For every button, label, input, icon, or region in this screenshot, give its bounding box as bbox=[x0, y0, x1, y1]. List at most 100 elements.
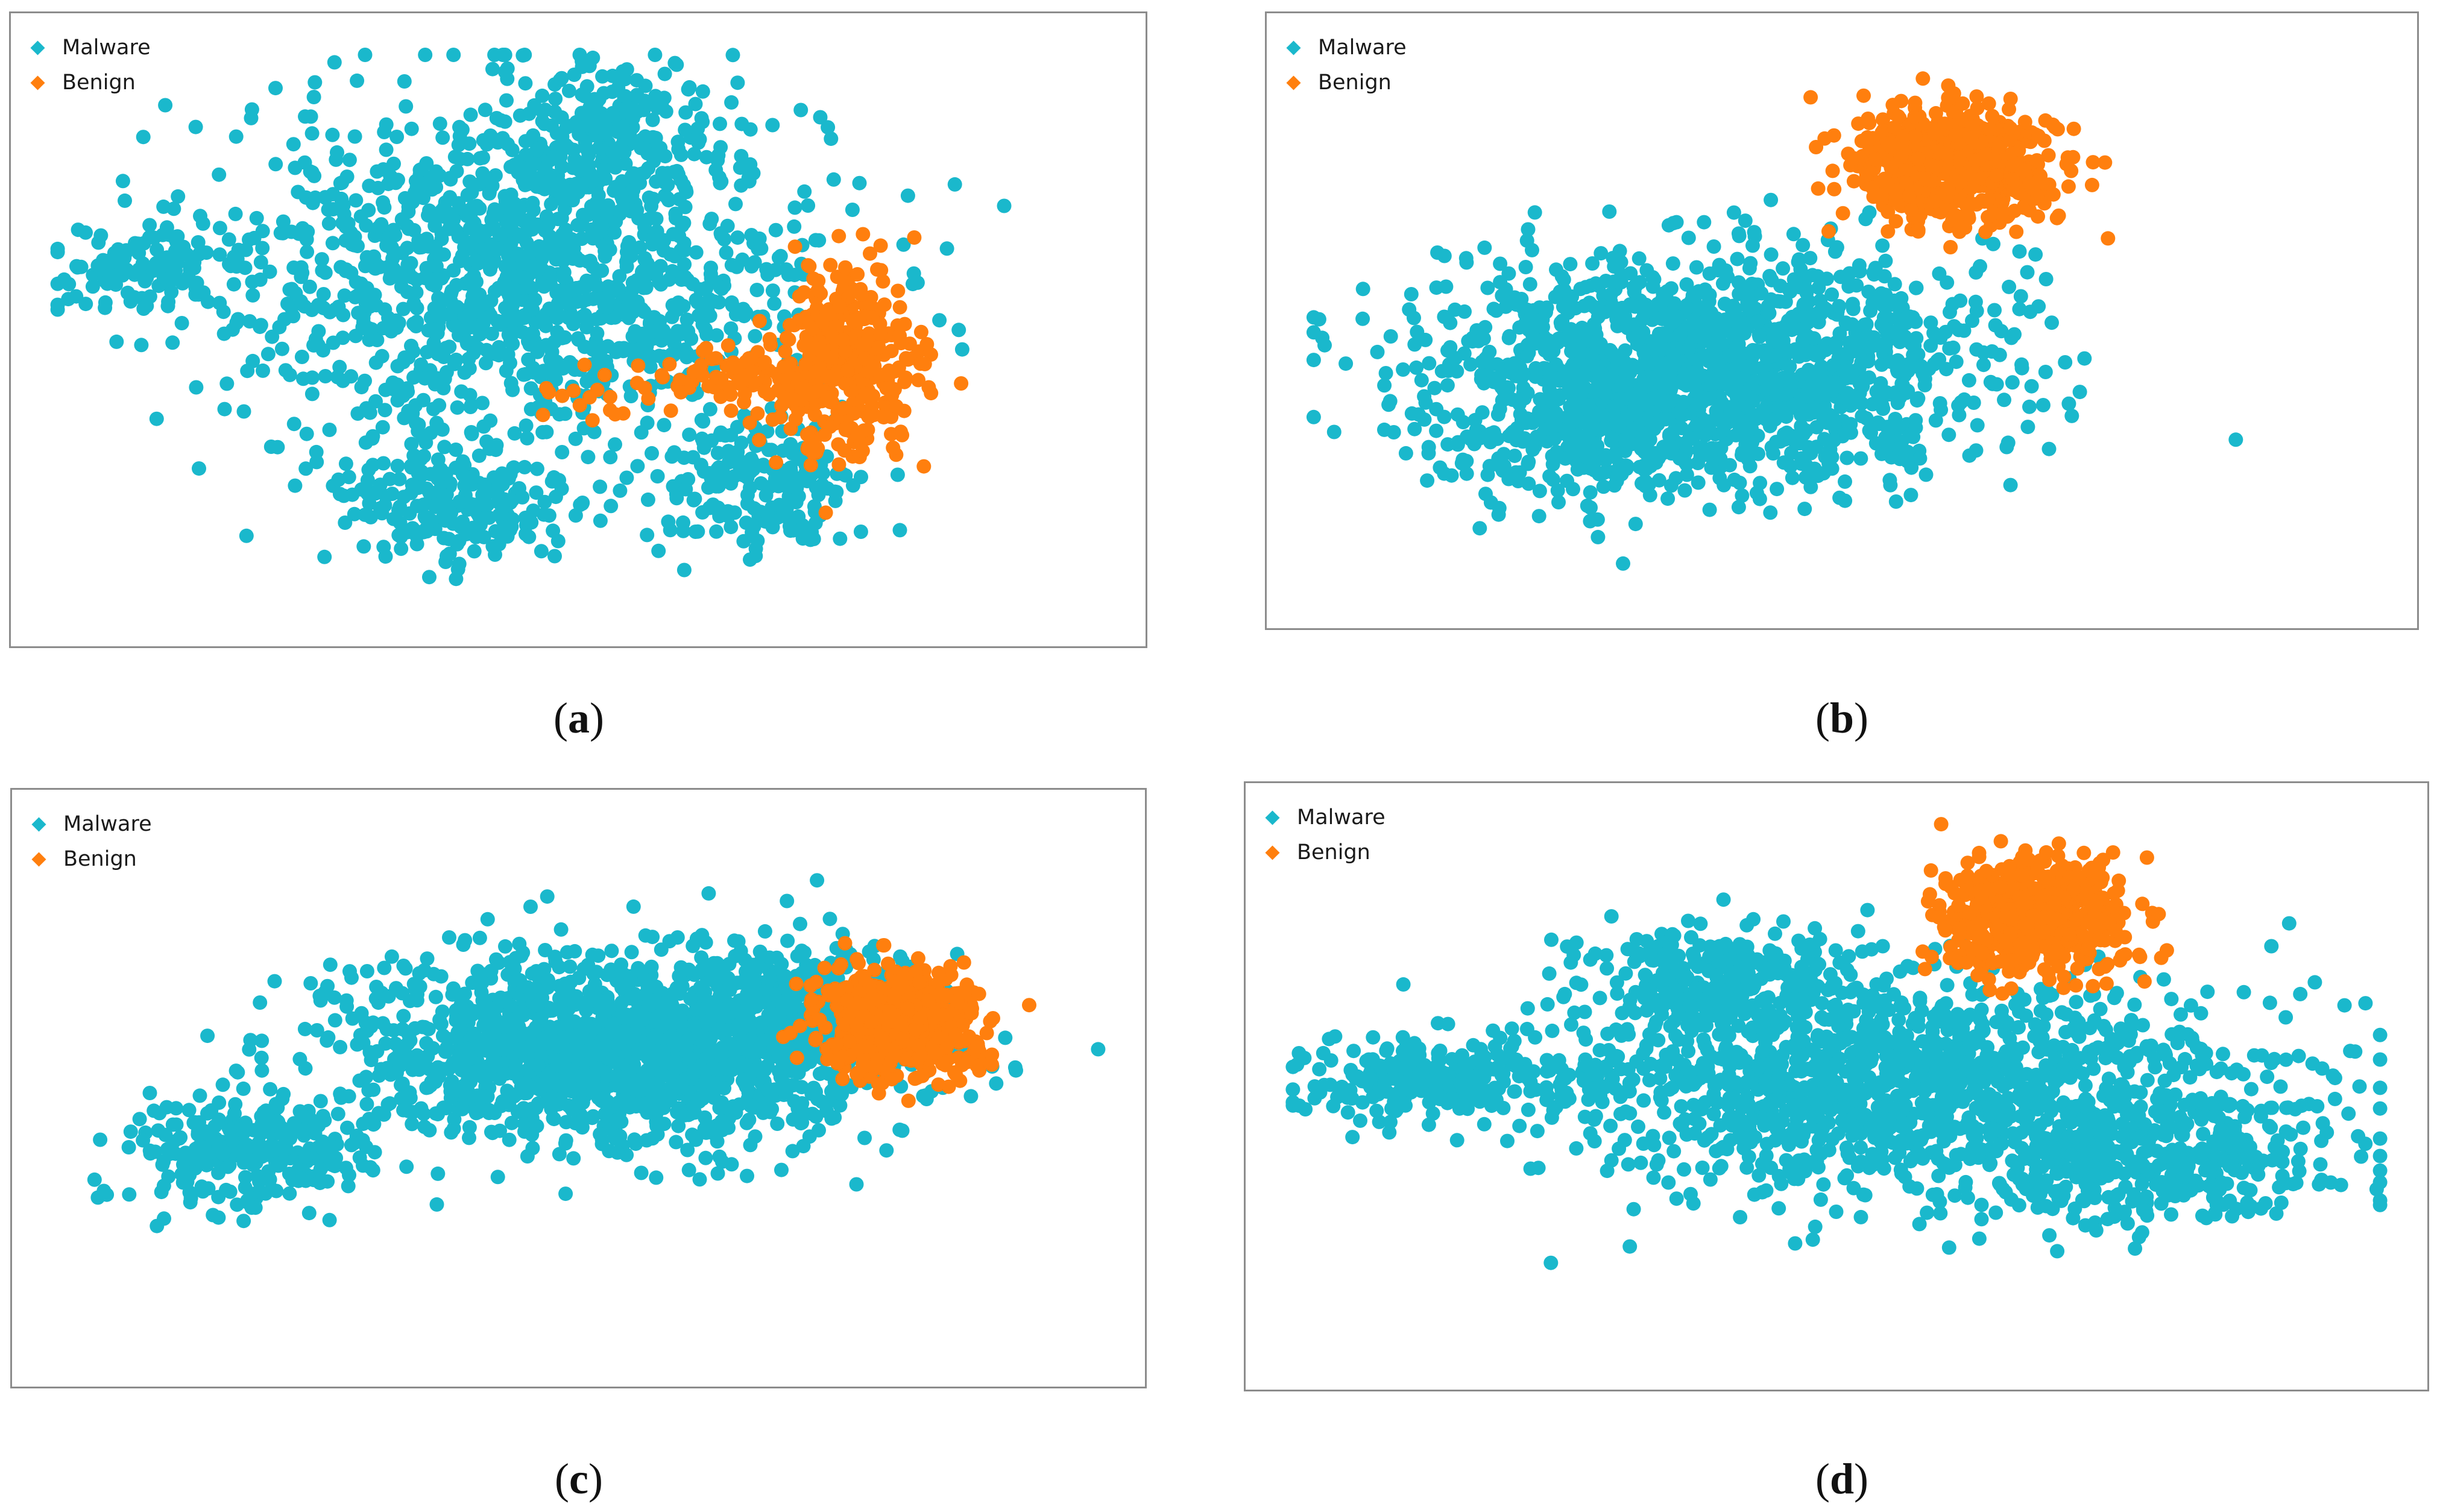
malware-point bbox=[165, 335, 180, 350]
malware-point bbox=[255, 241, 270, 256]
malware-point bbox=[699, 327, 714, 342]
malware-point bbox=[156, 269, 171, 285]
malware-point bbox=[793, 102, 809, 118]
malware-point bbox=[507, 426, 522, 441]
malware-point bbox=[1440, 378, 1455, 393]
malware-point bbox=[1377, 378, 1392, 393]
malware-point bbox=[1806, 405, 1821, 420]
benign-point bbox=[798, 356, 813, 371]
malware-point bbox=[539, 338, 554, 353]
malware-point bbox=[1868, 436, 1884, 451]
malware-point bbox=[1566, 482, 1580, 497]
malware-point bbox=[315, 263, 330, 278]
malware-point bbox=[1994, 324, 2009, 339]
malware-point bbox=[2038, 272, 2054, 286]
malware-point bbox=[1603, 287, 1618, 302]
benign-point bbox=[1968, 153, 1983, 168]
malware-point bbox=[1628, 279, 1644, 294]
malware-point bbox=[424, 209, 439, 223]
benign-point bbox=[820, 390, 835, 405]
malware-point bbox=[665, 298, 680, 313]
malware-point bbox=[463, 400, 478, 414]
malware-point bbox=[1952, 323, 1966, 338]
malware-point bbox=[321, 216, 336, 231]
benign-point bbox=[699, 341, 714, 356]
benign-point bbox=[757, 384, 772, 399]
malware-point bbox=[709, 524, 724, 539]
benign-point bbox=[855, 443, 870, 458]
malware-point bbox=[500, 61, 515, 76]
malware-point bbox=[704, 212, 719, 227]
malware-point bbox=[306, 90, 321, 104]
benign-point bbox=[824, 350, 839, 365]
malware-point bbox=[409, 537, 424, 552]
benign-point bbox=[1926, 126, 1941, 141]
malware-point bbox=[1870, 415, 1885, 430]
malware-point bbox=[327, 55, 342, 70]
malware-point bbox=[1824, 287, 1840, 302]
malware-point bbox=[542, 265, 557, 280]
benign-point bbox=[1915, 71, 1931, 86]
malware-point bbox=[1823, 446, 1838, 461]
malware-point bbox=[253, 255, 268, 269]
malware-point bbox=[304, 370, 320, 385]
malware-point bbox=[711, 148, 726, 163]
malware-point bbox=[356, 539, 371, 554]
malware-point bbox=[397, 74, 412, 89]
benign-point bbox=[1884, 160, 1899, 175]
malware-point bbox=[447, 318, 462, 333]
malware-point bbox=[377, 125, 392, 139]
malware-point bbox=[1611, 466, 1626, 481]
malware-point bbox=[525, 195, 540, 210]
malware-point bbox=[286, 417, 301, 432]
malware-point bbox=[1755, 403, 1770, 418]
malware-point bbox=[488, 443, 503, 458]
benign-point bbox=[835, 332, 850, 347]
benign-point bbox=[865, 398, 880, 413]
malware-point bbox=[195, 216, 210, 231]
malware-point bbox=[900, 188, 915, 203]
malware-point bbox=[1853, 451, 1868, 466]
malware-point bbox=[1591, 529, 1606, 544]
malware-point bbox=[1763, 505, 1778, 520]
malware-point bbox=[229, 129, 244, 144]
benign-point bbox=[803, 458, 818, 473]
benign-point bbox=[773, 410, 788, 424]
benign-point bbox=[857, 423, 871, 438]
malware-point bbox=[427, 301, 442, 316]
malware-point bbox=[309, 444, 324, 459]
malware-point bbox=[1636, 392, 1651, 407]
malware-point bbox=[616, 341, 631, 356]
malware-point bbox=[1701, 414, 1716, 429]
malware-point bbox=[1505, 424, 1521, 439]
malware-point bbox=[464, 426, 479, 441]
malware-point bbox=[1731, 226, 1746, 241]
malware-point bbox=[1507, 356, 1522, 371]
malware-point bbox=[535, 311, 550, 326]
malware-point bbox=[216, 304, 231, 320]
malware-point bbox=[478, 102, 493, 118]
malware-point bbox=[708, 163, 724, 177]
malware-point bbox=[1776, 455, 1791, 470]
malware-point bbox=[462, 221, 478, 236]
malware-point bbox=[570, 218, 585, 233]
malware-point bbox=[1875, 238, 1890, 253]
malware-point bbox=[333, 260, 348, 275]
malware-point bbox=[1887, 277, 1902, 292]
malware-point bbox=[1729, 340, 1744, 355]
malware-point bbox=[590, 326, 605, 341]
malware-point bbox=[476, 150, 490, 165]
malware-point bbox=[599, 206, 614, 220]
benign-point bbox=[866, 359, 881, 374]
malware-point bbox=[471, 256, 485, 271]
malware-point bbox=[260, 347, 276, 362]
malware-point bbox=[651, 145, 666, 160]
malware-point bbox=[1761, 298, 1776, 313]
malware-point bbox=[720, 504, 736, 519]
benign-point bbox=[1981, 192, 1996, 207]
malware-point bbox=[158, 98, 173, 113]
malware-point bbox=[1817, 301, 1832, 315]
malware-point bbox=[467, 544, 482, 559]
malware-point bbox=[1869, 294, 1884, 309]
malware-point bbox=[714, 174, 729, 189]
